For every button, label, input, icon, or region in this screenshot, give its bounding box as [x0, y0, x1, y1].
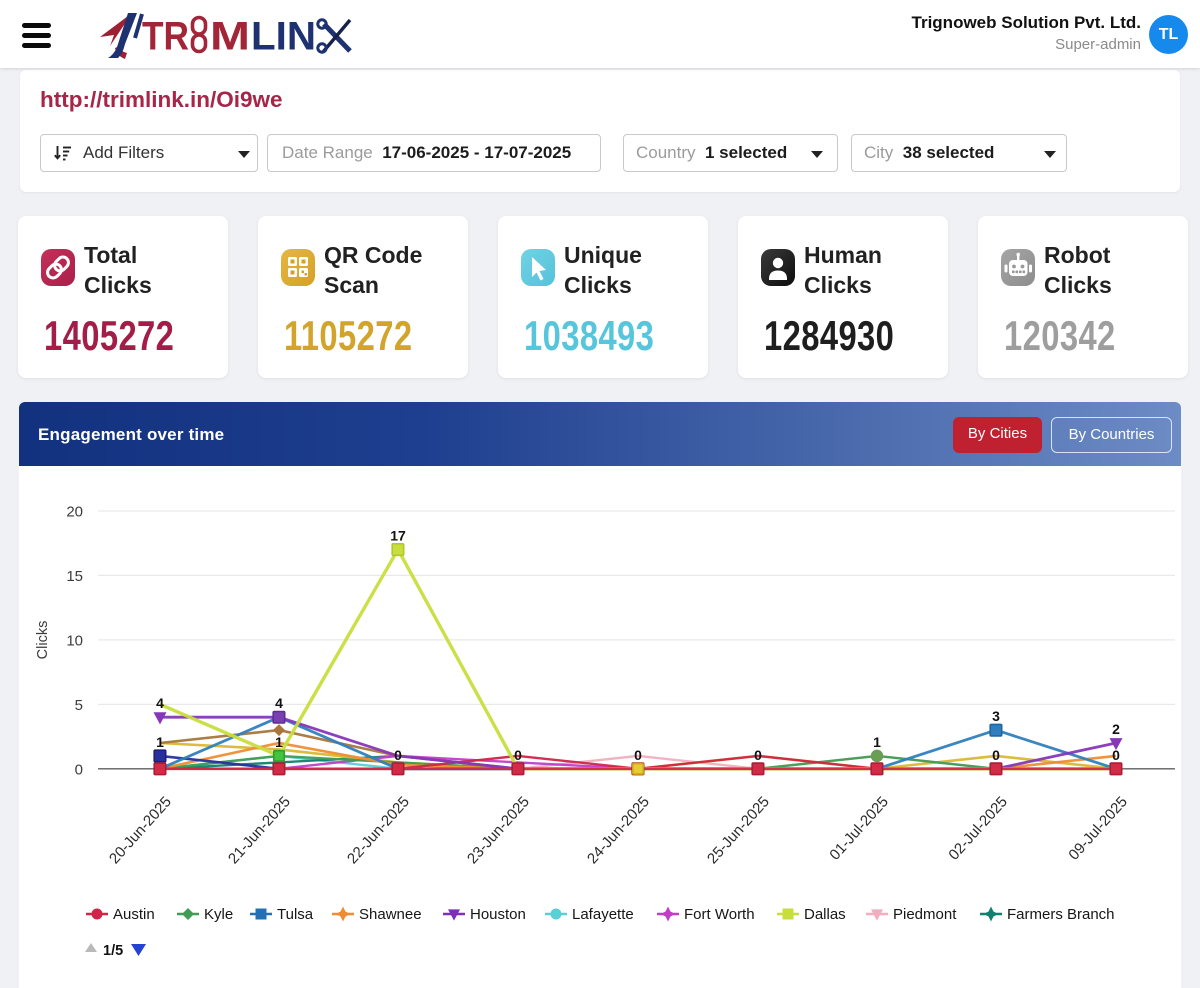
svg-text:0: 0: [394, 747, 402, 763]
svg-text:Piedmont: Piedmont: [893, 906, 957, 923]
svg-text:2: 2: [1112, 721, 1120, 737]
svg-text:0: 0: [634, 747, 642, 763]
svg-text:09-Jul-2025: 09-Jul-2025: [1065, 793, 1131, 863]
svg-text:4: 4: [156, 695, 164, 711]
svg-text:TR: TR: [142, 15, 189, 59]
svg-text:Kyle: Kyle: [204, 906, 233, 923]
svg-text:02-Jul-2025: 02-Jul-2025: [945, 793, 1011, 863]
svg-text:LIN: LIN: [251, 15, 316, 59]
svg-text:0: 0: [75, 761, 83, 778]
svg-text:0: 0: [1112, 747, 1120, 763]
svg-text:Lafayette: Lafayette: [572, 906, 634, 923]
svg-text:15: 15: [66, 568, 83, 585]
svg-text:1/5: 1/5: [103, 943, 123, 959]
svg-text:24-Jun-2025: 24-Jun-2025: [584, 793, 653, 867]
svg-text:3: 3: [992, 708, 1000, 724]
svg-text:4: 4: [275, 695, 283, 711]
svg-text:1: 1: [873, 734, 881, 750]
svg-text:5: 5: [75, 697, 83, 714]
svg-text:21-Jun-2025: 21-Jun-2025: [225, 793, 294, 867]
svg-text:Tulsa: Tulsa: [277, 906, 314, 923]
svg-text:23-Jun-2025: 23-Jun-2025: [464, 793, 533, 867]
svg-text:20: 20: [66, 504, 83, 521]
svg-text:Houston: Houston: [470, 906, 526, 923]
svg-text:1: 1: [275, 734, 283, 750]
svg-text:M: M: [210, 15, 250, 59]
svg-text:Fort Worth: Fort Worth: [684, 906, 755, 923]
svg-text:22-Jun-2025: 22-Jun-2025: [344, 793, 413, 867]
svg-text:01-Jul-2025: 01-Jul-2025: [826, 793, 892, 863]
svg-text:25-Jun-2025: 25-Jun-2025: [704, 793, 773, 867]
svg-text:Dallas: Dallas: [804, 906, 846, 923]
svg-text:Austin: Austin: [113, 906, 155, 923]
svg-text:0: 0: [514, 747, 522, 763]
svg-text:Shawnee: Shawnee: [359, 906, 422, 923]
svg-text:Clicks: Clicks: [35, 621, 51, 660]
svg-text:0: 0: [754, 747, 762, 763]
svg-text:Farmers Branch: Farmers Branch: [1007, 906, 1115, 923]
svg-text:10: 10: [66, 632, 83, 649]
svg-text:1: 1: [156, 734, 164, 750]
svg-text:0: 0: [992, 747, 1000, 763]
svg-text:17: 17: [390, 528, 406, 544]
svg-text:20-Jun-2025: 20-Jun-2025: [106, 793, 175, 867]
